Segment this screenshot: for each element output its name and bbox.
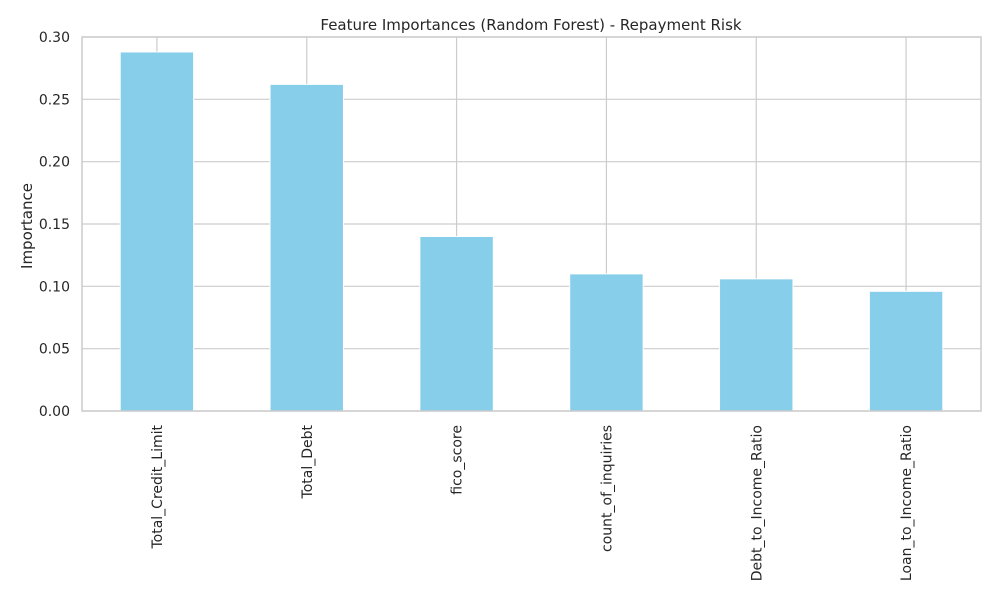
x-tick-label: fico_score xyxy=(450,425,466,495)
bar-count-of-inquiries xyxy=(569,273,644,412)
bar-total-credit-limit xyxy=(119,51,195,412)
y-axis-label: Importance xyxy=(18,183,36,269)
y-tick-label: 0.25 xyxy=(39,92,70,108)
y-tick-label: 0.30 xyxy=(39,30,70,46)
x-tick-labels: Total_Credit_Limit Total_Debt fico_score co… xyxy=(150,424,915,581)
y-tick-label: 0.15 xyxy=(39,217,70,233)
y-tick-label: 0.00 xyxy=(39,404,70,420)
bar-debt-to-income-ratio xyxy=(719,278,794,412)
bar-loan-to-income-ratio xyxy=(868,290,944,412)
x-tick-label: Total_Debt xyxy=(300,424,316,499)
y-tick-label: 0.10 xyxy=(39,279,70,295)
y-tick-labels: 0.00 0.05 0.10 0.15 0.20 0.25 0.30 xyxy=(39,30,70,420)
y-tick-label: 0.20 xyxy=(39,155,70,171)
bar-fico-score xyxy=(419,235,494,412)
y-tick-label: 0.05 xyxy=(39,342,70,358)
bar-total-debt xyxy=(269,83,344,412)
x-tick-label: Total_Credit_Limit xyxy=(150,425,166,550)
x-tick-label: count_of_inquiries xyxy=(599,425,615,552)
chart-title: Feature Importances (Random Forest) - Re… xyxy=(320,16,742,34)
plot-frame xyxy=(81,36,982,412)
bars xyxy=(119,51,944,412)
x-tick-label: Debt_to_Income_Ratio xyxy=(749,425,765,581)
gridlines xyxy=(82,36,981,412)
x-tick-label: Loan_to_Income_Ratio xyxy=(899,425,915,581)
